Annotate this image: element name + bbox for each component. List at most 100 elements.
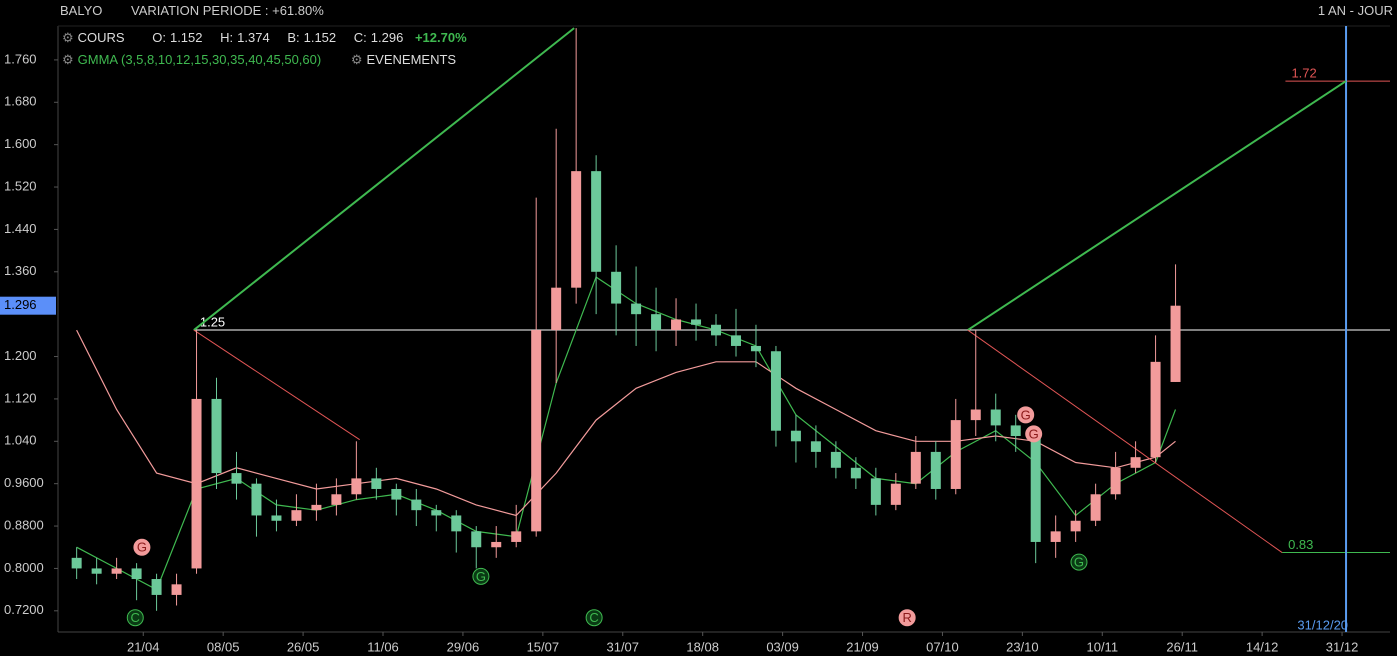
- y-tick-label: 1.760: [4, 51, 37, 66]
- x-tick-label: 31/07: [606, 639, 639, 654]
- period[interactable]: 1 AN - JOUR: [1317, 3, 1393, 18]
- event-letter: G: [1029, 426, 1039, 441]
- y-tick-label: 1.680: [4, 94, 37, 109]
- x-tick-label: 31/12: [1326, 639, 1359, 654]
- candle-body: [750, 345, 761, 352]
- y-tick-label: 0.7200: [4, 602, 44, 617]
- level-label: 1.25: [200, 314, 225, 329]
- price-badge-label: 1.296: [4, 297, 37, 312]
- legend-value: 1.152: [303, 30, 337, 45]
- y-tick-label: 1.440: [4, 221, 37, 236]
- x-tick-label: 26/05: [287, 639, 320, 654]
- x-tick-label: 08/05: [207, 639, 240, 654]
- legend-row: ⚙ COURS O: 1.152 H: 1.374 B: 1.152 C: 1.296 +…: [62, 30, 471, 46]
- gear-icon[interactable]: ⚙: [350, 52, 363, 67]
- candle-body: [451, 515, 462, 532]
- candle-body: [1070, 520, 1081, 532]
- trend-line: [193, 27, 575, 331]
- price-badge: [0, 296, 56, 315]
- candle-body: [111, 568, 122, 574]
- y-tick-label: 0.8000: [4, 560, 44, 575]
- candle-body: [391, 488, 402, 500]
- candle-body: [331, 494, 342, 505]
- event-marker: [585, 609, 603, 627]
- candle-body: [930, 451, 941, 489]
- y-tick-label: 1.360: [4, 263, 37, 278]
- candle-body: [830, 451, 841, 468]
- candle-body: [431, 510, 442, 516]
- candle-body: [1110, 467, 1121, 495]
- candle-body: [1170, 305, 1181, 382]
- candle-body: [231, 473, 242, 484]
- trend-line: [193, 329, 360, 441]
- symbol: BALYO: [60, 3, 103, 18]
- candle-body: [151, 579, 162, 595]
- x-tick-label: 03/09: [766, 639, 799, 654]
- candle-body: [311, 504, 322, 511]
- candle-body: [910, 451, 921, 484]
- y-tick-label: 0.9600: [4, 475, 44, 490]
- gear-icon[interactable]: ⚙: [62, 52, 74, 67]
- candle-body: [211, 398, 222, 474]
- x-tick-label: 23/10: [1006, 639, 1039, 654]
- candle-body: [611, 271, 622, 304]
- legend-row: ⚙ GMMA (3,5,8,10,12,15,30,35,40,45,50,60)…: [62, 52, 460, 68]
- candle-body: [671, 319, 682, 331]
- legend-value: 1.374: [237, 30, 270, 45]
- gmma-line: [76, 329, 1176, 517]
- candle-body: [950, 420, 961, 489]
- candle-body: [131, 568, 142, 580]
- candle-body: [271, 515, 282, 521]
- level-label: 1.72: [1291, 66, 1316, 81]
- x-tick-label: 26/11: [1166, 639, 1198, 654]
- y-tick-label: 1.040: [4, 433, 37, 448]
- level-label: 0.83: [1288, 537, 1313, 552]
- x-tick-label: 14/12: [1246, 639, 1279, 654]
- candle-body: [91, 568, 102, 574]
- candle-body: [990, 409, 1001, 426]
- candle-body: [251, 483, 262, 516]
- legend-value: 1.152: [169, 30, 203, 45]
- legend-label: O:: [152, 30, 166, 45]
- event-letter: G: [1074, 555, 1084, 570]
- candle-body: [531, 330, 542, 532]
- candle-body: [71, 557, 82, 569]
- gear-icon[interactable]: ⚙: [62, 30, 74, 45]
- legend-change: +12.70%: [414, 30, 467, 45]
- candle-body: [631, 303, 642, 315]
- candle-body: [730, 335, 741, 346]
- x-tick-label: 07/10: [926, 639, 959, 654]
- header: BALYO VARIATION PERIODE : +61.80% 1 AN -…: [0, 0, 1397, 22]
- x-tick-label: 10/11: [1086, 639, 1118, 654]
- candle-body: [351, 478, 362, 495]
- legend-events: EVENEMENTS: [366, 52, 457, 67]
- candle-body: [571, 171, 582, 288]
- candle-body: [1050, 531, 1061, 542]
- candle-body: [491, 541, 502, 548]
- event-marker: [1017, 406, 1035, 424]
- event-letter: G: [137, 540, 147, 555]
- y-tick-label: 1.520: [4, 178, 37, 193]
- candle-body: [511, 531, 522, 542]
- candle-body: [1030, 436, 1041, 542]
- legend-gmma: GMMA (3,5,8,10,12,15,30,35,40,45,50,60): [77, 52, 322, 67]
- candle-body: [471, 531, 482, 548]
- y-tick-label: 0.8800: [4, 517, 44, 532]
- legend-value: 1.296: [370, 30, 404, 45]
- candle-body: [411, 499, 422, 511]
- y-tick-label: 1.120: [4, 390, 37, 405]
- candle-body: [970, 409, 981, 421]
- candle-body: [691, 319, 702, 325]
- candle-body: [1010, 425, 1021, 437]
- y-tick-label: 1.200: [4, 348, 37, 363]
- legend-label: COURS: [77, 30, 125, 45]
- candle-body: [890, 483, 901, 505]
- legend-label: B:: [287, 30, 300, 45]
- candle-body: [850, 467, 861, 479]
- x-tick-label: 11/06: [367, 639, 399, 654]
- event-letter: G: [1021, 407, 1031, 422]
- candle-body: [1130, 457, 1141, 468]
- event-letter: C: [589, 610, 598, 625]
